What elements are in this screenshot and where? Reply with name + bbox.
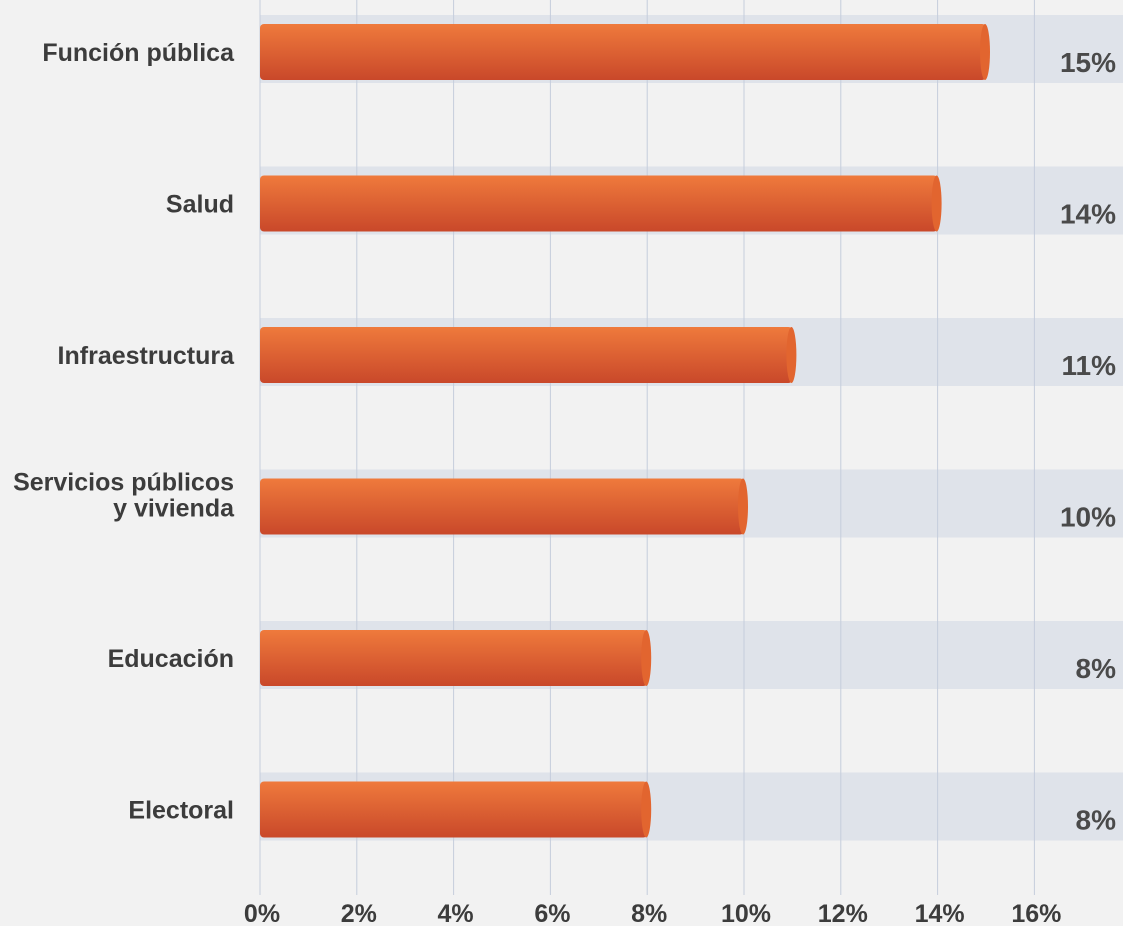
category-label: Servicios públicos y vivienda	[13, 469, 235, 523]
category-label: Educación	[108, 645, 234, 673]
bar-end-cap	[738, 478, 748, 535]
x-tick-label: 16%	[1011, 900, 1061, 926]
bar-end-cap	[786, 327, 797, 383]
category-label: Electoral	[128, 797, 234, 825]
category-label: Infraestructura	[58, 342, 236, 370]
category-label-line: y vivienda	[113, 495, 235, 523]
x-tick-label: 6%	[534, 900, 570, 926]
bar	[260, 327, 793, 383]
x-tick-label: 0%	[244, 900, 280, 926]
x-tick-label: 14%	[915, 900, 965, 926]
category-label-line: Educación	[108, 645, 234, 673]
value-label: 10%	[1060, 502, 1116, 533]
bar	[260, 175, 938, 232]
value-label: 8%	[1076, 653, 1117, 684]
x-tick-label: 4%	[438, 900, 474, 926]
category-label-line: Electoral	[128, 797, 234, 825]
bar-end-cap	[980, 24, 990, 80]
bar-end-cap	[931, 175, 942, 232]
category-label: Salud	[166, 191, 234, 219]
x-tick-label: 8%	[631, 900, 667, 926]
x-tick-label: 12%	[818, 900, 868, 926]
bars-layer	[260, 24, 990, 838]
bar	[260, 24, 986, 80]
value-label: 8%	[1076, 805, 1117, 836]
bar	[260, 630, 648, 686]
category-label-line: Servicios públicos	[13, 469, 234, 497]
category-label: Función pública	[42, 39, 235, 67]
category-label-line: Infraestructura	[58, 342, 236, 370]
bar-end-cap	[641, 781, 652, 838]
value-label: 15%	[1060, 47, 1116, 78]
x-tick-label: 2%	[341, 900, 377, 926]
x-axis-ticks: 0% 2% 4% 6% 8% 10% 12% 14% 16%	[244, 900, 1061, 926]
x-tick-label: 10%	[721, 900, 771, 926]
value-label: 11%	[1062, 350, 1117, 381]
category-label-line: Función pública	[42, 39, 235, 67]
tracks-layer	[260, 15, 1123, 841]
grid-layer	[259, 0, 1035, 895]
category-label-line: Salud	[166, 191, 234, 219]
bar	[260, 478, 744, 535]
value-label: 14%	[1060, 199, 1116, 230]
bar-end-cap	[641, 630, 652, 686]
bar	[260, 781, 648, 838]
labels-layer: Función pública 15% Salud 14% Infraestructur…	[13, 39, 1116, 836]
